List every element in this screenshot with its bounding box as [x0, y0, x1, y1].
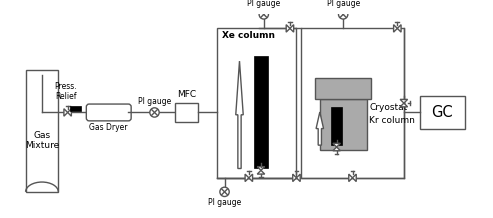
Polygon shape	[296, 174, 300, 182]
Polygon shape	[245, 174, 249, 182]
Circle shape	[150, 108, 159, 117]
Text: GC: GC	[431, 105, 453, 120]
Polygon shape	[257, 170, 265, 174]
Polygon shape	[236, 61, 243, 169]
Polygon shape	[352, 174, 356, 182]
Polygon shape	[68, 109, 71, 116]
Polygon shape	[64, 109, 68, 116]
Bar	[331, 107, 342, 145]
Text: Cryostat: Cryostat	[369, 103, 408, 112]
Text: Xe column: Xe column	[222, 31, 275, 40]
Polygon shape	[286, 25, 290, 32]
Bar	[175, 103, 198, 122]
Text: Kr column: Kr column	[369, 116, 415, 125]
Polygon shape	[333, 147, 340, 151]
Bar	[70, 106, 81, 111]
Text: PI gauge: PI gauge	[326, 0, 360, 8]
Text: PI gauge: PI gauge	[208, 198, 241, 207]
Text: PI gauge: PI gauge	[247, 0, 281, 8]
Circle shape	[220, 187, 229, 196]
Bar	[420, 96, 464, 129]
Polygon shape	[293, 174, 296, 182]
Bar	[320, 99, 366, 150]
Polygon shape	[349, 174, 352, 182]
Text: Gas
Mixture: Gas Mixture	[25, 131, 59, 150]
Bar	[254, 56, 268, 169]
Polygon shape	[393, 25, 397, 32]
Text: PI gauge: PI gauge	[138, 97, 171, 106]
Polygon shape	[400, 99, 408, 103]
Circle shape	[259, 10, 269, 19]
Bar	[301, 28, 404, 178]
Polygon shape	[257, 167, 265, 170]
Polygon shape	[333, 143, 340, 147]
Polygon shape	[400, 103, 408, 107]
Text: Press.
Relief: Press. Relief	[54, 82, 77, 101]
Bar	[315, 78, 371, 99]
Polygon shape	[316, 112, 323, 145]
Polygon shape	[290, 25, 294, 32]
Polygon shape	[397, 25, 401, 32]
Circle shape	[339, 10, 348, 19]
Text: Gas Dryer: Gas Dryer	[90, 123, 128, 132]
Polygon shape	[249, 174, 252, 182]
Bar	[26, 70, 58, 192]
Bar	[217, 28, 296, 178]
Text: MFC: MFC	[177, 90, 196, 99]
FancyBboxPatch shape	[86, 104, 131, 121]
